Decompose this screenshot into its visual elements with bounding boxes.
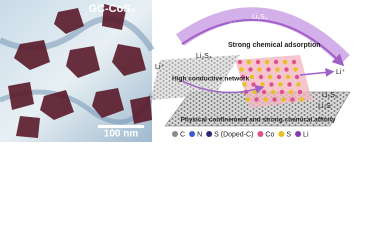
atom: [279, 89, 285, 95]
label: Li⁺: [336, 69, 345, 76]
scale-bar-label: 100 nm: [104, 129, 139, 140]
atom: [251, 82, 256, 87]
atom: [266, 67, 271, 72]
atom: [261, 89, 267, 95]
legend-label: S: [286, 131, 291, 138]
legend-swatch: [295, 131, 302, 137]
atom: [240, 74, 246, 80]
image-label: GC-CoS₂: [88, 3, 135, 15]
atom: [239, 67, 244, 72]
atom: [290, 97, 295, 102]
label: Li₂S: [318, 103, 331, 110]
atom: [260, 82, 265, 87]
legend-swatch: [206, 131, 213, 137]
atom: [296, 82, 301, 87]
atom: [270, 89, 276, 95]
atom: [299, 97, 304, 102]
schematic: Li₂S₆ Li₂S₄ Strong chemical adsorption L…: [150, 7, 351, 138]
legend-swatch: [278, 131, 285, 137]
atom: [278, 82, 283, 87]
atom: [242, 82, 247, 87]
atom: [287, 82, 292, 87]
atom: [276, 74, 282, 80]
atom: [255, 59, 261, 65]
atom: [288, 89, 294, 95]
legend-label: Co: [265, 131, 274, 138]
legend-label: Li: [303, 131, 309, 138]
label: Li₂S₄: [252, 14, 268, 21]
atom: [245, 97, 250, 102]
label: Strong chemical adsorption: [228, 42, 321, 49]
atom: [264, 59, 270, 65]
atom: [267, 74, 273, 80]
atom: [237, 59, 243, 65]
legend: C N S (Doped-C) Co S Li: [172, 131, 309, 138]
figure: GC-CoS₂ 100 nm Li₂S₆ Li₂S₄ Strong chemic…: [0, 0, 351, 142]
scale-bar: [98, 125, 144, 128]
atom: [248, 67, 253, 72]
carbon-network: [150, 55, 240, 100]
cos2-crystal: [235, 55, 312, 108]
label: Li₂S₂: [322, 92, 338, 99]
atom: [282, 59, 288, 65]
atom: [281, 97, 286, 102]
label: Li₂S₆: [230, 22, 246, 29]
label: Physical confinement and strong chemical…: [181, 117, 336, 124]
label: Li⁺: [155, 64, 164, 71]
atom: [294, 74, 300, 80]
label: Li₂S₄: [196, 53, 212, 60]
atom: [275, 67, 280, 72]
atom: [269, 82, 274, 87]
atom: [285, 74, 291, 80]
label: High conductive network: [172, 76, 250, 83]
atom: [246, 59, 252, 65]
legend-swatch: [172, 131, 178, 137]
legend-label: C: [180, 131, 185, 138]
atom: [291, 59, 297, 65]
legend-swatch: [257, 131, 264, 137]
atom: [257, 67, 262, 72]
atom: [254, 97, 259, 102]
atom: [258, 74, 264, 80]
atom: [272, 97, 277, 102]
atom: [293, 67, 298, 72]
legend-label: N: [197, 131, 202, 138]
legend-swatch: [189, 131, 196, 137]
atom: [284, 67, 289, 72]
atom: [297, 89, 303, 95]
atom: [263, 97, 268, 102]
tem-image: GC-CoS₂ 100 nm: [0, 0, 155, 142]
atom: [273, 59, 279, 65]
atom: [249, 74, 255, 80]
legend-label: S (Doped-C): [214, 131, 253, 138]
